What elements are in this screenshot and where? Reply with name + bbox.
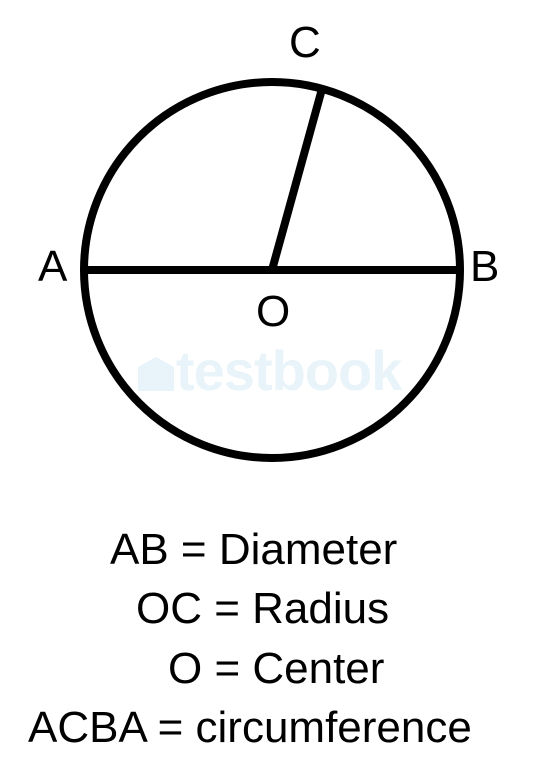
geometry-svg bbox=[0, 0, 542, 480]
definition-diameter: AB = Diameter bbox=[0, 520, 542, 579]
point-label-o: O bbox=[256, 287, 290, 337]
definitions-block: AB = Diameter OC = Radius O = Center ACB… bbox=[0, 480, 542, 758]
radius-line bbox=[272, 89, 322, 270]
point-label-c: C bbox=[289, 18, 321, 68]
definition-center: O = Center bbox=[0, 639, 542, 698]
point-label-a: A bbox=[38, 242, 67, 292]
definition-radius: OC = Radius bbox=[0, 579, 542, 638]
circle-diagram: testbook C A B O bbox=[0, 0, 542, 480]
definition-circumference: ACBA = circumference bbox=[0, 698, 542, 757]
point-label-b: B bbox=[470, 242, 499, 292]
